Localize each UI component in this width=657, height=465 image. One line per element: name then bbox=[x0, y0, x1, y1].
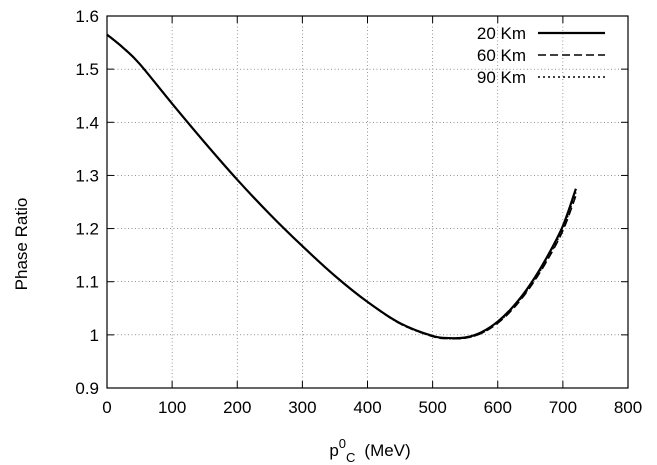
x-tick-label: 400 bbox=[353, 398, 381, 417]
y-tick-label: 0.9 bbox=[75, 379, 99, 398]
x-axis-label: p0C (MeV) bbox=[329, 436, 410, 465]
y-axis-label: Phase Ratio bbox=[12, 198, 31, 291]
legend-label: 20 Km bbox=[477, 24, 526, 43]
y-tick-label: 1.5 bbox=[75, 60, 99, 79]
x-tick-label: 300 bbox=[288, 398, 316, 417]
series-line-20-km bbox=[106, 33, 577, 340]
axis-ticks bbox=[106, 15, 629, 389]
x-tick-label: 100 bbox=[158, 398, 186, 417]
grid-lines bbox=[107, 16, 628, 388]
x-tick-labels: 0 100 200 300 400 500 600 700 800 bbox=[102, 398, 642, 417]
y-tick-labels: 0.9 1 1.1 1.2 1.3 1.4 1.5 1.6 bbox=[75, 7, 99, 398]
x-axis-label-sup: 0 bbox=[339, 436, 346, 451]
legend-label: 60 Km bbox=[477, 46, 526, 65]
y-tick-label: 1.2 bbox=[75, 220, 99, 239]
data-curves bbox=[106, 33, 577, 340]
x-axis-label-unit: (MeV) bbox=[364, 441, 410, 460]
legend: 20 Km 60 Km 90 Km bbox=[477, 24, 605, 87]
y-tick-label: 1.1 bbox=[75, 273, 99, 292]
y-tick-label: 1.6 bbox=[75, 7, 99, 26]
x-tick-label: 800 bbox=[614, 398, 642, 417]
x-tick-label: 500 bbox=[418, 398, 446, 417]
x-tick-label: 200 bbox=[223, 398, 251, 417]
y-tick-label: 1.4 bbox=[75, 113, 99, 132]
x-axis-label-sub: C bbox=[346, 450, 355, 465]
y-tick-label: 1.3 bbox=[75, 166, 99, 185]
x-tick-label: 600 bbox=[484, 398, 512, 417]
y-tick-label: 1 bbox=[90, 326, 99, 345]
x-tick-label: 0 bbox=[102, 398, 111, 417]
legend-label: 90 Km bbox=[477, 68, 526, 87]
x-axis-label-base: p bbox=[329, 441, 338, 460]
x-tick-label: 700 bbox=[549, 398, 577, 417]
